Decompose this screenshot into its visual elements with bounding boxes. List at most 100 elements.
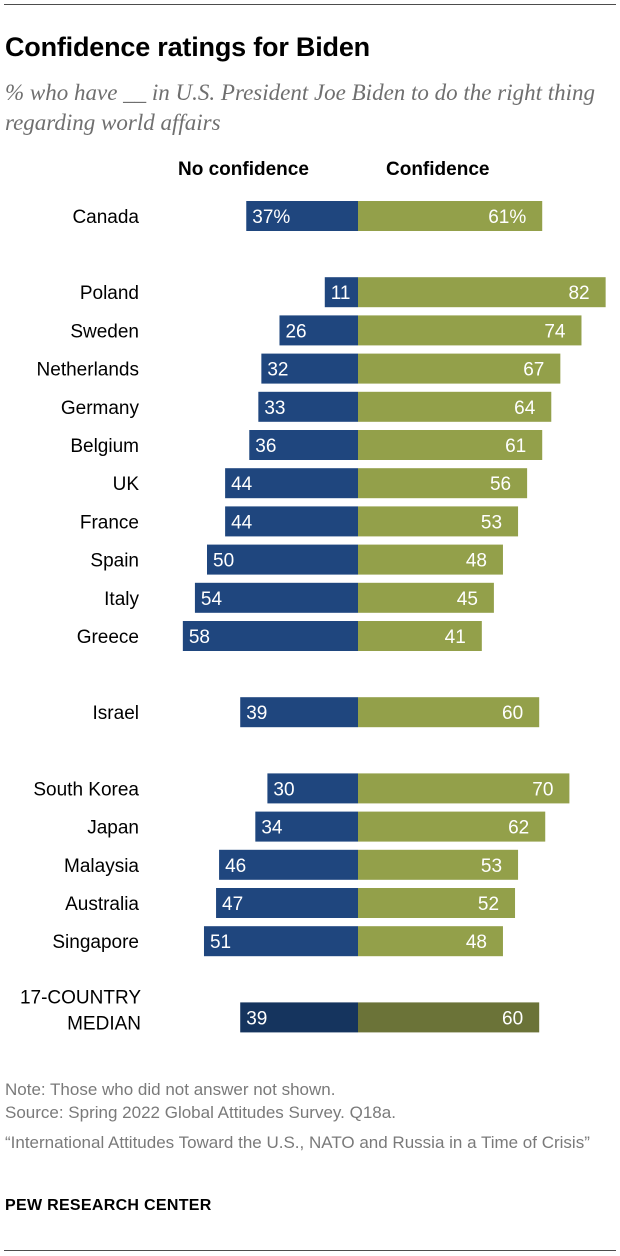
bar-no-confidence-italy xyxy=(194,582,358,613)
value-label-no-confidence-singapore: 51 xyxy=(210,932,231,953)
value-label-no-confidence-sweden: 26 xyxy=(285,321,306,342)
category-label-sweden: Sweden xyxy=(70,321,139,342)
value-label-no-confidence-canada: 37% xyxy=(252,207,290,228)
bar-confidence-australia xyxy=(358,888,516,918)
bar-confidence-japan xyxy=(358,811,546,842)
value-label-confidence-france: 53 xyxy=(481,512,502,533)
category-label-greece: Greece xyxy=(77,627,139,648)
value-label-confidence-canada: 61% xyxy=(488,207,526,228)
bar-no-confidence-sweden xyxy=(279,315,358,346)
bar-no-confidence-south-korea xyxy=(267,773,358,804)
value-label-confidence-japan: 62 xyxy=(508,818,529,839)
bar-no-confidence-singapore xyxy=(203,926,358,957)
bar-confidence-17-country-median xyxy=(358,1002,540,1033)
category-label-israel: Israel xyxy=(93,703,139,724)
bar-no-confidence-malaysia xyxy=(219,849,358,880)
bottom-rule xyxy=(4,1250,616,1251)
value-label-no-confidence-japan: 34 xyxy=(261,818,283,839)
value-label-confidence-germany: 64 xyxy=(514,398,536,419)
category-label-belgium: Belgium xyxy=(70,436,139,457)
value-label-no-confidence-spain: 50 xyxy=(213,551,234,572)
category-label-uk: UK xyxy=(113,474,140,495)
value-label-confidence-italy: 45 xyxy=(457,589,478,610)
legend-confidence: Confidence xyxy=(386,159,490,180)
value-label-confidence-spain: 48 xyxy=(466,551,487,572)
category-label-south-korea: South Korea xyxy=(33,779,139,800)
category-label-malaysia: Malaysia xyxy=(64,856,139,877)
value-label-confidence-greece: 41 xyxy=(445,627,466,648)
bar-no-confidence-australia xyxy=(216,888,358,918)
value-label-confidence-sweden: 74 xyxy=(544,321,566,342)
value-label-no-confidence-belgium: 36 xyxy=(255,436,276,457)
value-label-confidence-israel: 60 xyxy=(502,703,523,724)
category-label-canada: Canada xyxy=(72,207,139,228)
value-label-no-confidence-australia: 47 xyxy=(222,894,243,915)
legend-no-confidence: No confidence xyxy=(178,159,309,180)
bar-confidence-belgium xyxy=(358,430,543,460)
category-label-japan: Japan xyxy=(87,818,139,839)
category-label-spain: Spain xyxy=(90,551,139,572)
top-rule xyxy=(4,4,616,5)
bar-confidence-south-korea xyxy=(358,773,570,804)
diverging-bar-chart: 37% 61% Canada 11 82 Poland 26 74 Sweden 32 67 Neth… xyxy=(20,201,606,1034)
value-label-no-confidence-poland: 11 xyxy=(331,283,351,304)
chart-subtitle: % who have __ in U.S. President Joe Bide… xyxy=(5,80,596,135)
bar-confidence-germany xyxy=(358,391,552,422)
bar-confidence-canada xyxy=(358,201,543,231)
value-label-confidence-belgium: 61 xyxy=(505,436,526,457)
value-label-confidence-17-country-median: 60 xyxy=(502,1008,523,1029)
bar-no-confidence-greece xyxy=(182,621,358,651)
bar-no-confidence-france xyxy=(225,506,358,537)
value-label-confidence-south-korea: 70 xyxy=(532,779,553,800)
bar-no-confidence-17-country-median xyxy=(240,1002,358,1033)
category-label-germany: Germany xyxy=(61,398,140,419)
value-label-no-confidence-germany: 33 xyxy=(264,398,285,419)
value-label-confidence-australia: 52 xyxy=(478,894,499,915)
value-label-confidence-uk: 56 xyxy=(490,474,511,495)
value-label-no-confidence-greece: 58 xyxy=(189,627,210,648)
value-label-no-confidence-south-korea: 30 xyxy=(273,779,294,800)
bar-confidence-uk xyxy=(358,468,528,499)
value-label-confidence-malaysia: 53 xyxy=(481,856,502,877)
value-label-no-confidence-malaysia: 46 xyxy=(225,856,246,877)
bar-confidence-greece xyxy=(358,621,482,651)
chart-title: Confidence ratings for Biden xyxy=(5,32,370,62)
value-label-confidence-singapore: 48 xyxy=(466,932,487,953)
bar-no-confidence-netherlands xyxy=(261,353,358,384)
value-label-no-confidence-17-country-median: 39 xyxy=(246,1008,267,1029)
value-label-no-confidence-israel: 39 xyxy=(246,703,267,724)
category-label-17-country-median: 17-COUNTRY MEDIAN xyxy=(20,987,141,1034)
report-title: “International Attitudes Toward the U.S.… xyxy=(5,1133,590,1152)
source-text: Source: Spring 2022 Global Attitudes Sur… xyxy=(5,1103,396,1122)
category-label-france: France xyxy=(80,512,139,533)
value-label-confidence-poland: 82 xyxy=(568,283,589,304)
bar-confidence-israel xyxy=(358,697,540,728)
category-label-australia: Australia xyxy=(65,894,139,915)
bar-no-confidence-israel xyxy=(240,697,358,728)
bar-confidence-france xyxy=(358,506,519,537)
bar-confidence-italy xyxy=(358,582,494,613)
category-label-italy: Italy xyxy=(104,589,139,610)
value-label-no-confidence-italy: 54 xyxy=(201,589,223,610)
bar-no-confidence-japan xyxy=(255,811,358,842)
bar-confidence-poland xyxy=(358,277,606,308)
bar-no-confidence-spain xyxy=(207,544,358,575)
bar-no-confidence-uk xyxy=(225,468,358,499)
value-label-no-confidence-uk: 44 xyxy=(231,474,253,495)
bar-no-confidence-poland xyxy=(324,277,358,308)
value-label-no-confidence-netherlands: 32 xyxy=(267,360,288,381)
bar-confidence-netherlands xyxy=(358,353,561,384)
bar-confidence-spain xyxy=(358,544,503,575)
category-label-poland: Poland xyxy=(80,283,139,304)
value-label-confidence-netherlands: 67 xyxy=(523,360,544,381)
note-text: Note: Those who did not answer not shown… xyxy=(5,1080,336,1099)
bar-confidence-sweden xyxy=(358,315,582,346)
bar-no-confidence-belgium xyxy=(249,430,358,460)
bar-confidence-singapore xyxy=(358,926,503,957)
category-label-netherlands: Netherlands xyxy=(37,360,139,381)
category-label-singapore: Singapore xyxy=(52,932,139,953)
value-label-no-confidence-france: 44 xyxy=(231,512,253,533)
bar-no-confidence-germany xyxy=(258,391,358,422)
bar-no-confidence-canada xyxy=(246,201,358,231)
bar-confidence-malaysia xyxy=(358,849,519,880)
